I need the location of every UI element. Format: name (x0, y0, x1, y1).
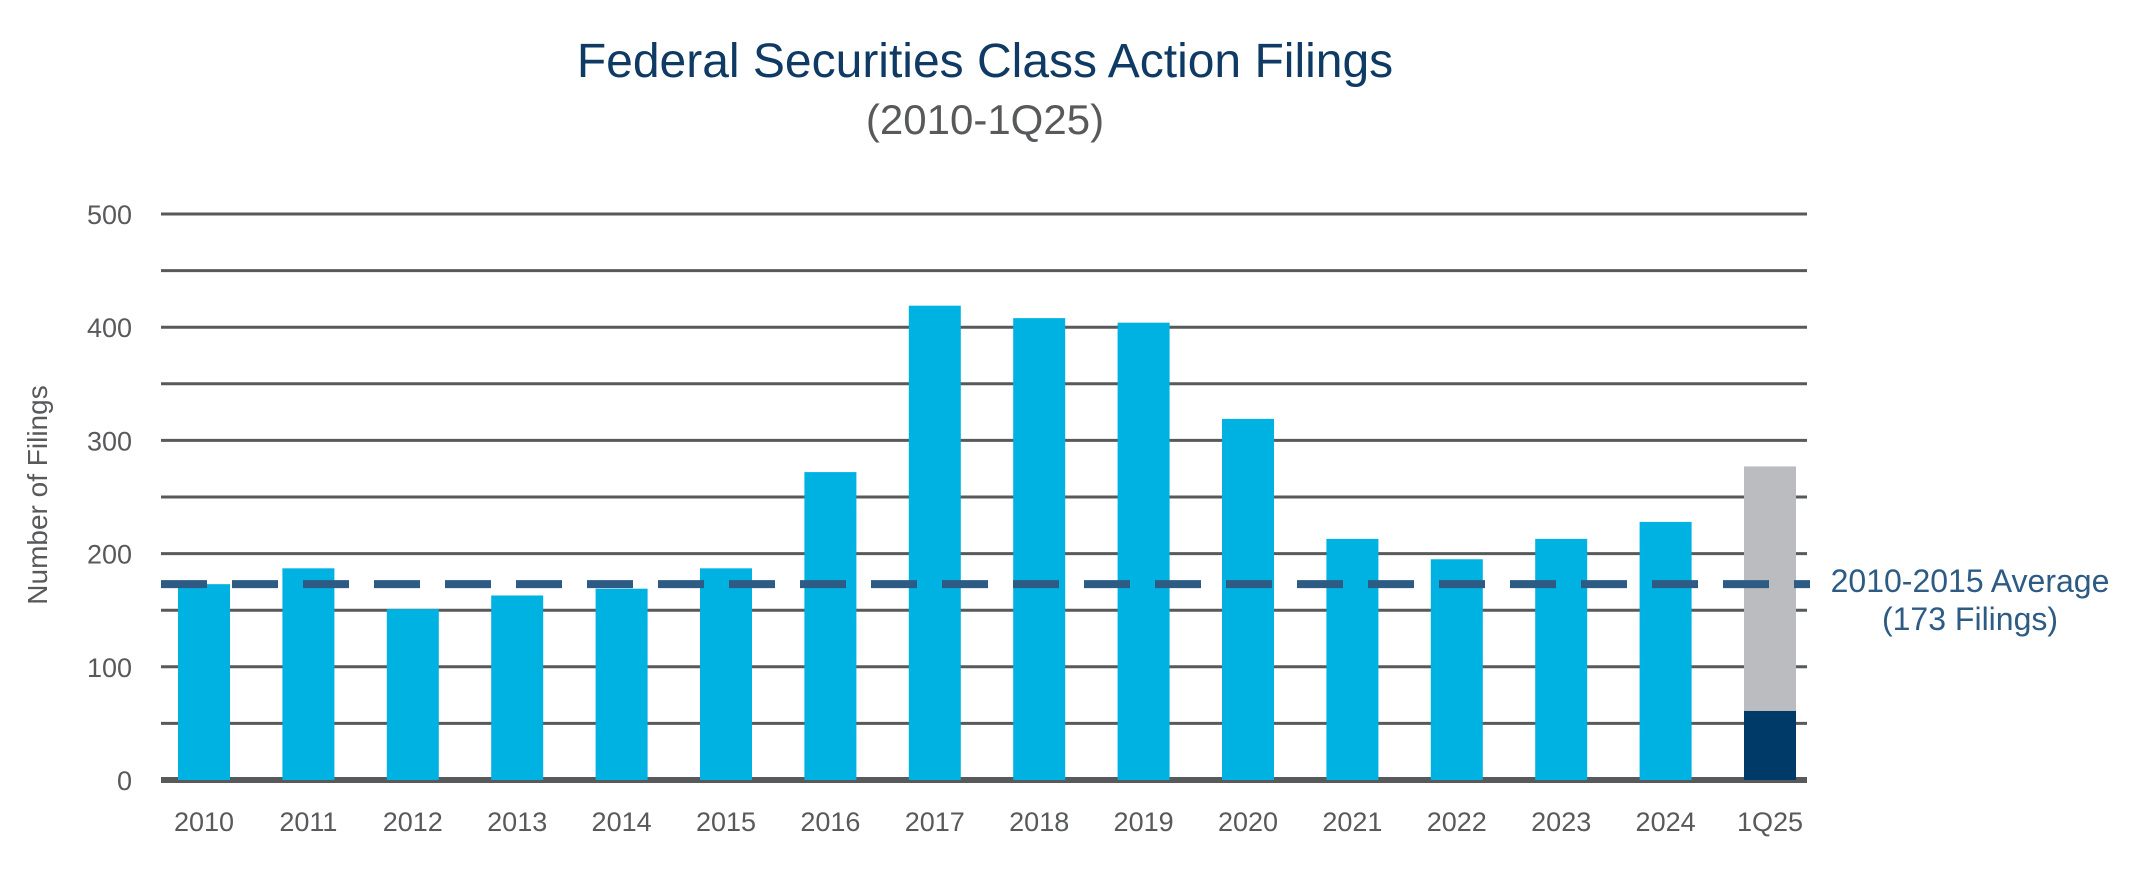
bar (178, 584, 230, 780)
y-axis-label: Number of Filings (22, 385, 53, 604)
bar (1326, 538, 1379, 780)
bar (491, 595, 544, 780)
bar (1639, 521, 1692, 780)
average-label-line1: 2010-2015 Average (1831, 563, 2110, 599)
x-tick-label: 1Q25 (1737, 807, 1803, 837)
bar (1013, 318, 1066, 780)
x-tick-label: 2011 (279, 807, 337, 837)
bar (1222, 418, 1274, 780)
chart-subtitle: (2010-1Q25) (865, 96, 1105, 143)
chart-title: Federal Securities Class Action Filings (576, 35, 1394, 88)
bar (908, 305, 961, 780)
x-tick-label: 2024 (1636, 807, 1696, 837)
average-label-line2: (173 Filings) (1882, 601, 2058, 637)
y-tick-label: 500 (87, 200, 132, 230)
x-tick-label: 2018 (1009, 807, 1069, 837)
x-tick-label: 2014 (592, 807, 652, 837)
bars (178, 305, 1796, 780)
bar-projected (1744, 466, 1796, 711)
y-axis-ticks: 0 100 200 300 400 500 (87, 200, 132, 796)
x-tick-label: 2022 (1427, 807, 1487, 837)
bar (595, 588, 648, 780)
bar (1535, 538, 1588, 780)
x-tick-label: 2023 (1531, 807, 1591, 837)
x-tick-label: 2016 (800, 807, 860, 837)
bar (804, 472, 857, 780)
bar-current (1744, 710, 1796, 780)
y-tick-label: 400 (87, 313, 132, 343)
bar (386, 609, 439, 780)
x-tick-label: 2020 (1218, 807, 1278, 837)
x-tick-label: 2015 (696, 807, 756, 837)
x-tick-label: 2019 (1114, 807, 1174, 837)
y-tick-label: 300 (87, 426, 132, 456)
bar (700, 568, 752, 780)
x-tick-label: 2010 (174, 807, 234, 837)
y-tick-label: 0 (117, 766, 132, 796)
bar (282, 568, 335, 780)
bar (1430, 559, 1483, 780)
x-tick-label: 2017 (905, 807, 965, 837)
x-tick-label: 2013 (487, 807, 547, 837)
y-tick-label: 100 (87, 653, 132, 683)
x-tick-label: 2021 (1322, 807, 1382, 837)
y-tick-label: 200 (87, 540, 132, 570)
x-tick-label: 2012 (383, 807, 443, 837)
x-axis-ticks: 2010 2011 2012 2013 2014 2015 2016 2017 2018 2019… (174, 807, 1803, 837)
bar (1117, 322, 1170, 780)
